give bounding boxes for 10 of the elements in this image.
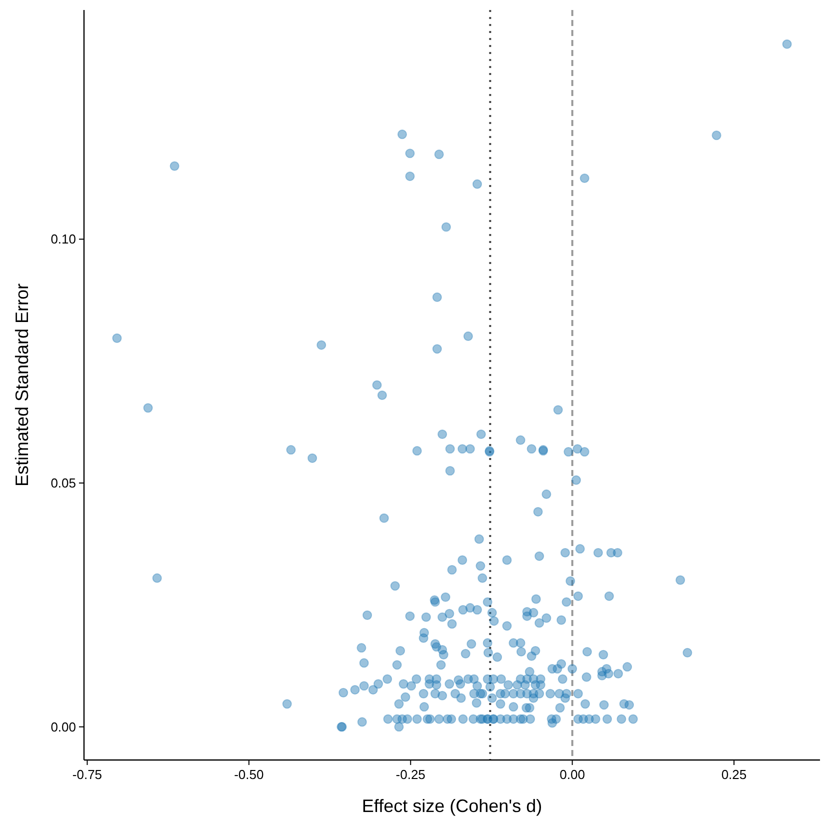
x-axis-title: Effect size (Cohen's d) bbox=[362, 796, 542, 816]
x-tick-label: -0.75 bbox=[72, 767, 102, 782]
y-tick-label: 0.10 bbox=[50, 232, 76, 247]
y-tick-label: 0.05 bbox=[50, 476, 76, 491]
y-tick-label: 0.00 bbox=[50, 719, 76, 734]
x-tick-label: 0.00 bbox=[560, 767, 585, 782]
x-tick-label: 0.25 bbox=[721, 767, 747, 782]
x-tick-label: -0.50 bbox=[234, 767, 264, 782]
x-tick-label: -0.25 bbox=[396, 767, 426, 782]
y-axis-title: Estimated Standard Error bbox=[12, 283, 32, 487]
